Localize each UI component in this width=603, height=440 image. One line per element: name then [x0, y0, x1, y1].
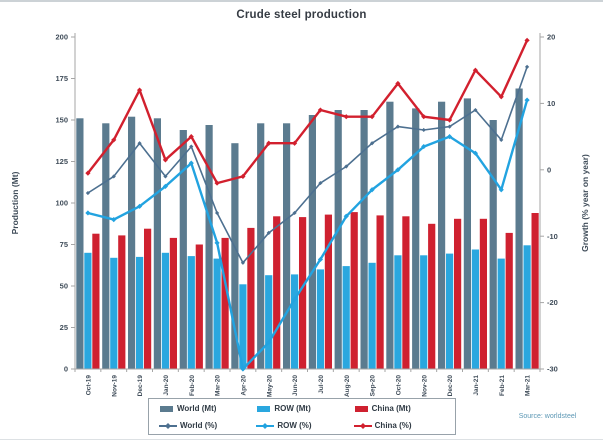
svg-text:200: 200 — [55, 33, 68, 42]
svg-text:Jul-20: Jul-20 — [318, 375, 325, 394]
legend-label: China (%) — [374, 421, 412, 430]
svg-text:Growth (% year on year): Growth (% year on year) — [580, 154, 590, 252]
svg-text:Feb-21: Feb-21 — [499, 375, 506, 396]
legend-label: World (%) — [180, 421, 218, 430]
svg-text:Sep-20: Sep-20 — [370, 375, 377, 397]
bars-china-mt — [92, 212, 539, 370]
svg-text:Aug-20: Aug-20 — [344, 375, 351, 397]
axes — [71, 33, 544, 372]
svg-text:-20: -20 — [547, 298, 558, 307]
axis-tick-labels: 0 25 50 75 100 125 150 175 200 -30 -20 -10 0 10 20 Oct-… — [55, 33, 557, 397]
svg-text:Oct-19: Oct-19 — [85, 375, 92, 396]
svg-text:Nov-20: Nov-20 — [421, 375, 428, 397]
legend-label: ROW (Mt) — [274, 404, 311, 413]
svg-text:100: 100 — [55, 199, 68, 208]
legend-item-world-mt: World (Mt) — [159, 404, 256, 413]
svg-text:75: 75 — [60, 240, 68, 249]
svg-text:125: 125 — [55, 157, 68, 166]
svg-text:50: 50 — [60, 282, 68, 291]
svg-text:Apr-20: Apr-20 — [240, 375, 247, 396]
svg-text:Dec-19: Dec-19 — [137, 375, 144, 397]
svg-text:Jun-20: Jun-20 — [292, 375, 299, 396]
legend-label: World (Mt) — [177, 404, 217, 413]
svg-text:Dec-20: Dec-20 — [447, 375, 454, 397]
legend-item-china: China (%) — [353, 421, 451, 430]
chart-title: Crude steel production — [236, 9, 367, 21]
svg-text:Mar-21: Mar-21 — [525, 375, 532, 396]
legend-item-china-mt: China (Mt) — [354, 404, 451, 413]
axis-titles: Production (Mt) Growth (% year on year) — [10, 154, 590, 252]
svg-text:0: 0 — [64, 365, 68, 374]
svg-text:Production (Mt): Production (Mt) — [10, 171, 20, 234]
svg-text:Nov-19: Nov-19 — [111, 375, 118, 397]
chart-legend: World (Mt) ROW (Mt) China (Mt) World (%) ROW… — [148, 398, 456, 435]
svg-text:150: 150 — [55, 116, 68, 125]
line-row — [85, 97, 530, 372]
legend-label: ROW (%) — [277, 421, 312, 430]
svg-text:Feb-20: Feb-20 — [189, 375, 196, 396]
svg-text:Jan-20: Jan-20 — [163, 375, 170, 396]
legend-swatch-bar-icon — [160, 405, 173, 412]
legend-swatch-bar-icon — [257, 405, 271, 412]
svg-text:0: 0 — [547, 165, 551, 174]
bars-row-mt — [84, 245, 531, 369]
svg-text:10: 10 — [547, 99, 555, 108]
svg-text:Mar-20: Mar-20 — [215, 375, 222, 396]
legend-swatch-line-icon — [159, 422, 177, 429]
legend-swatch-bar-icon — [354, 405, 368, 412]
legend-item-row-mt: ROW (Mt) — [256, 404, 353, 413]
svg-text:-30: -30 — [547, 365, 558, 374]
svg-text:May-20: May-20 — [266, 375, 273, 397]
svg-text:Jan-21: Jan-21 — [473, 375, 480, 396]
line-china — [85, 37, 530, 186]
legend-swatch-line-icon — [256, 422, 275, 429]
line-world — [85, 64, 530, 265]
legend-swatch-line-icon — [353, 422, 372, 429]
legend-item-world: World (%) — [159, 421, 256, 430]
legend-label: China (Mt) — [371, 404, 411, 413]
source-note: Source: worldsteel — [518, 413, 577, 420]
legend-item-row: ROW (%) — [256, 421, 353, 430]
svg-text:25: 25 — [60, 323, 68, 332]
svg-text:Oct-20: Oct-20 — [395, 375, 402, 396]
bars-world-mt — [76, 88, 523, 370]
svg-text:20: 20 — [547, 33, 555, 42]
svg-text:175: 175 — [55, 74, 68, 83]
svg-text:-10: -10 — [547, 232, 558, 241]
